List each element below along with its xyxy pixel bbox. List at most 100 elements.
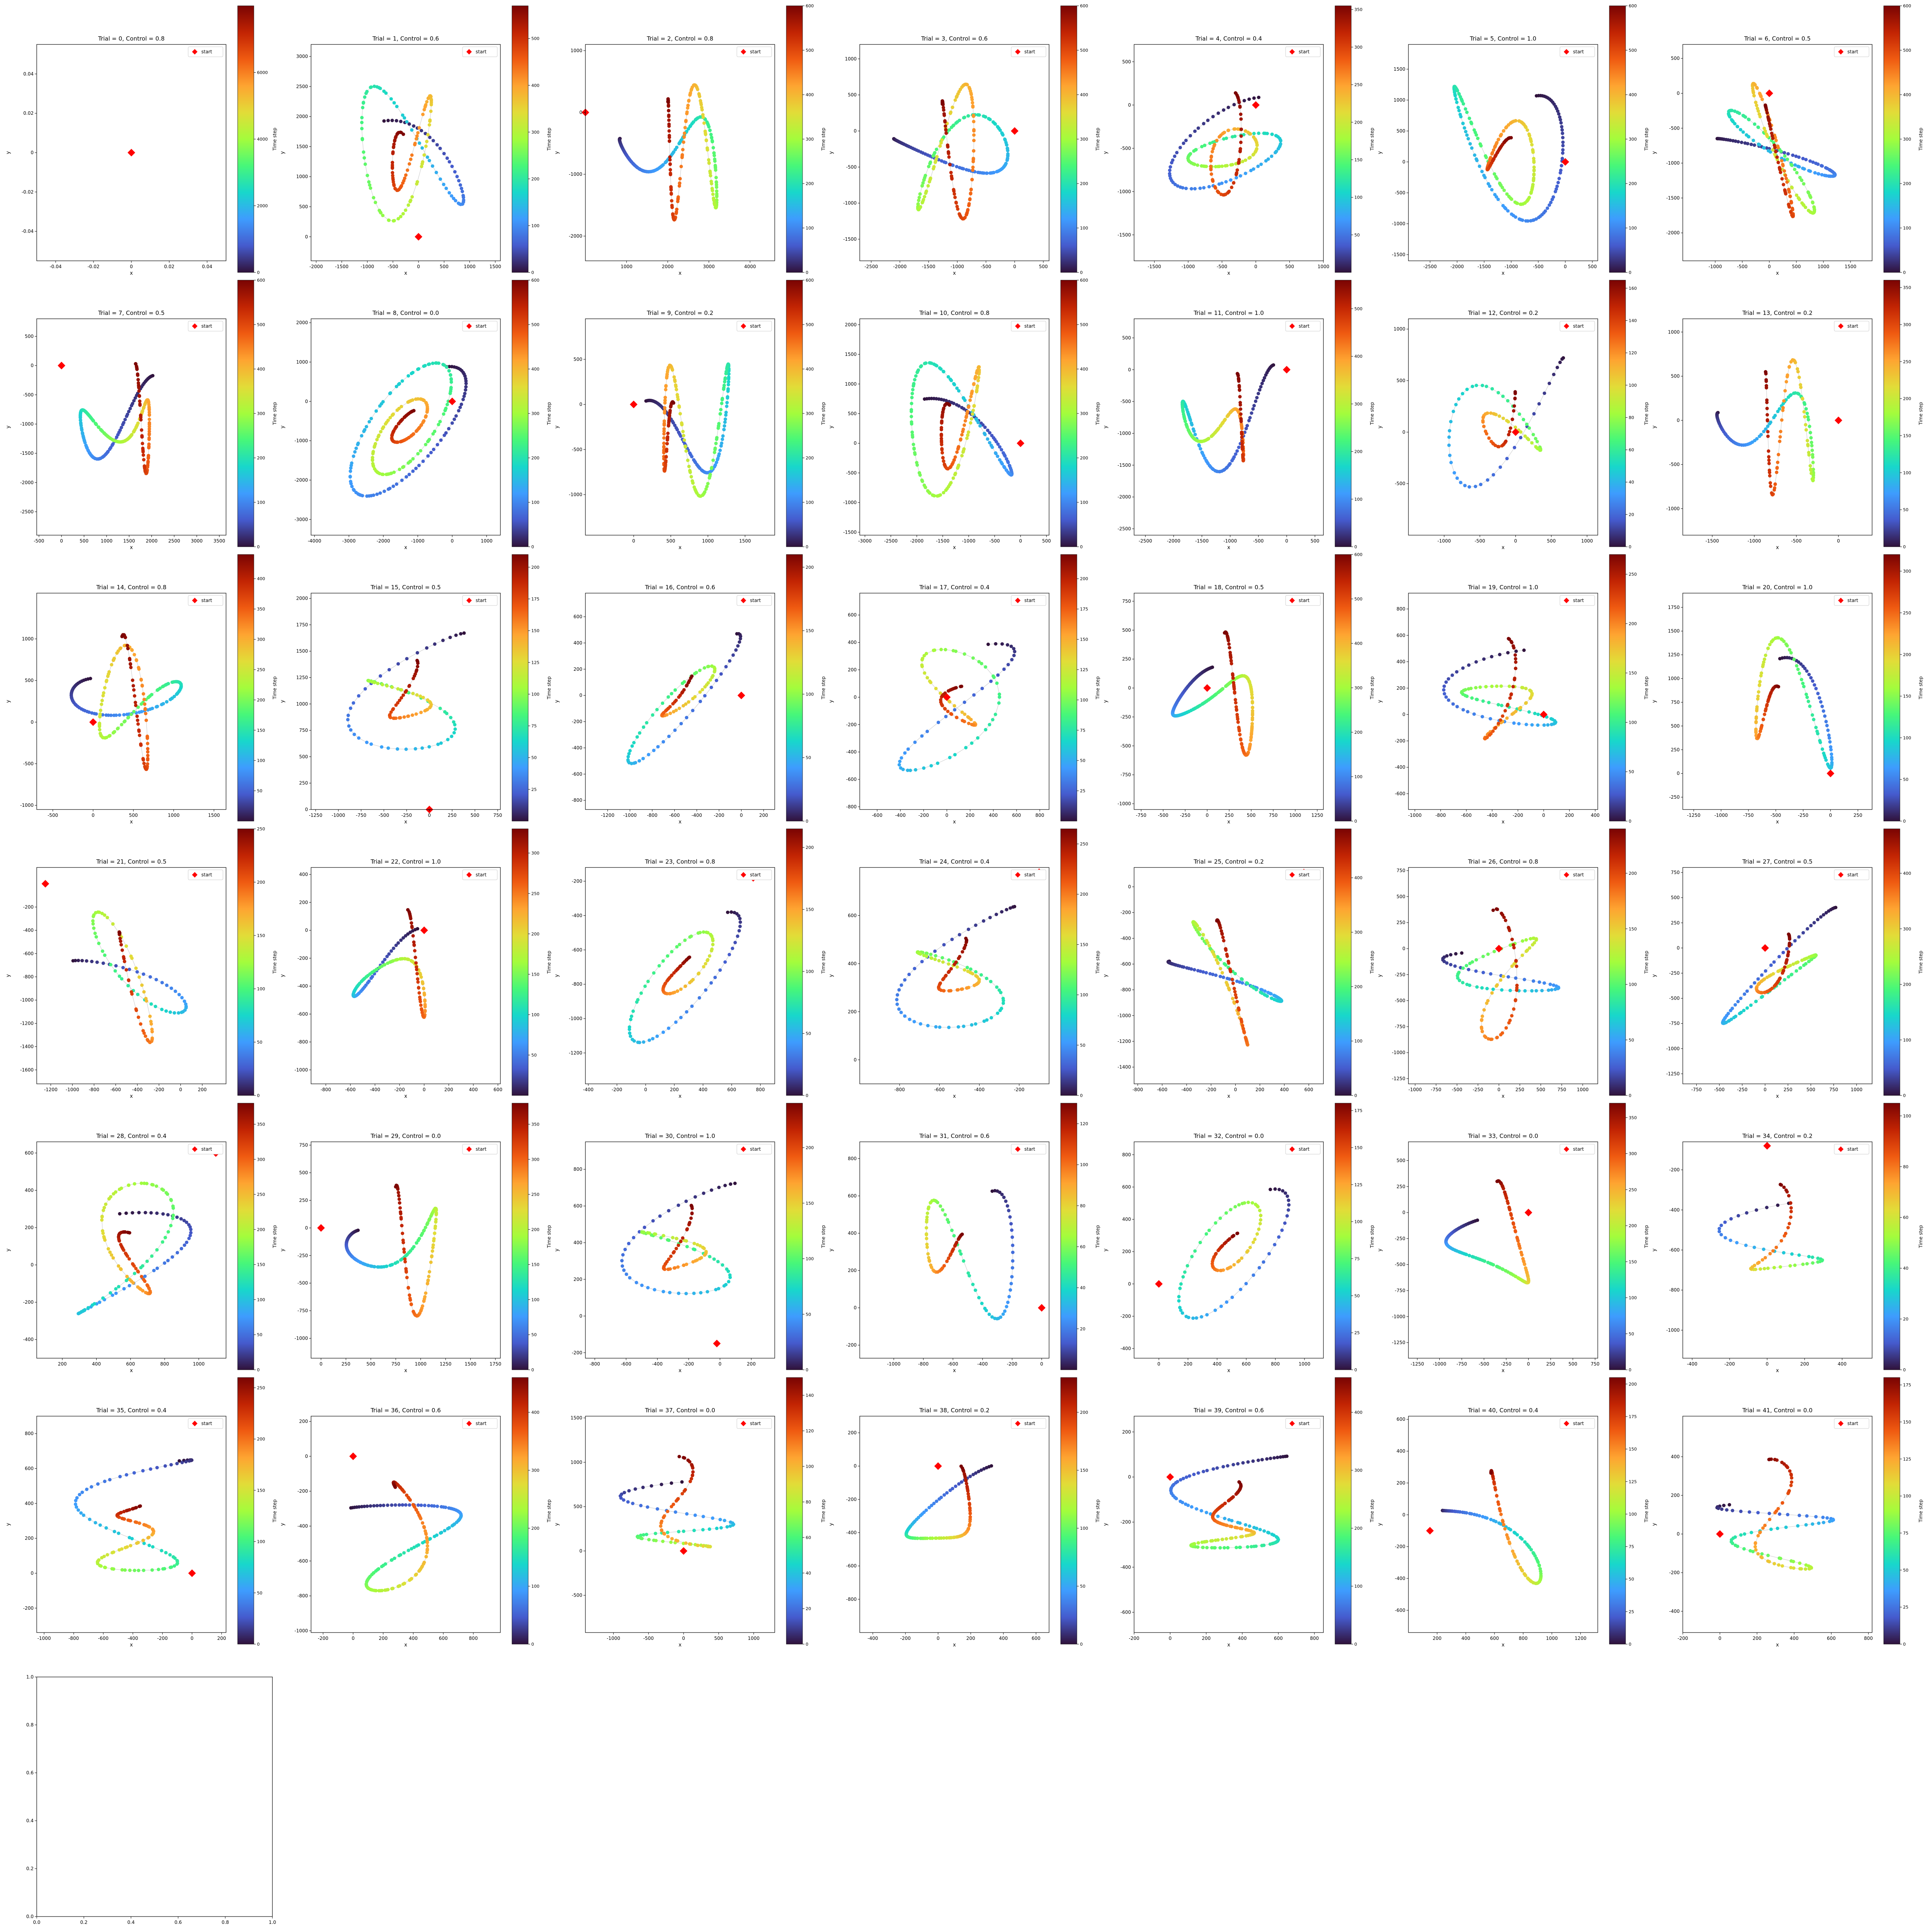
x-tick-label: -500 [1475,538,1485,544]
trajectory-point [715,195,719,199]
trajectory-point [961,396,965,400]
trajectory-point [1492,148,1495,152]
colorbar-label: Time step [546,402,552,425]
trajectory-point [961,719,964,723]
trajectory-point [363,687,367,691]
trajectory-point [970,741,974,745]
trajectory-point [1192,162,1196,166]
trajectory-point [427,439,430,443]
trajectory-point [155,704,159,708]
trajectory-point [1220,164,1224,168]
trajectory-point [913,451,917,455]
trajectory-point [411,692,415,696]
trajectory-point [1560,357,1564,361]
trajectory-point [1791,153,1795,157]
trajectory-point [1200,451,1204,454]
x-tick-label: 1500 [489,264,501,269]
trajectory-point [409,157,413,161]
trajectory-point [1184,138,1188,142]
axes-frame [36,318,226,536]
trajectory-point [938,366,942,370]
trajectory-point [923,671,927,675]
trajectory-line [1182,365,1274,472]
y-tick-label: 0 [305,399,308,404]
trajectory-point [450,735,454,738]
y-axis-label: y [554,700,560,703]
trajectory-point [1252,132,1256,135]
trajectory-point [942,463,946,466]
trajectory-point [1810,444,1814,447]
trajectory-point [706,122,710,126]
trajectory-point [1475,384,1478,387]
trajectory-point [968,398,972,402]
trajectory-point [372,84,376,88]
trajectory-point [1779,150,1783,153]
legend-label: start [476,598,486,603]
legend-marker [740,49,747,55]
x-tick-label: 500 [80,538,88,544]
trajectory-point [1801,397,1804,401]
trajectory-point [127,715,130,719]
trajectory-point [1500,185,1504,189]
trajectory-point [389,97,393,101]
colorbar-tick-label: 50 [531,755,537,760]
trajectory-point [388,391,392,395]
trajectory-point [374,201,378,204]
trajectory-point [976,113,980,117]
trajectory-point [137,383,141,387]
trajectory-point [971,168,975,172]
y-axis-label: y [828,151,834,154]
trajectory-point [1736,125,1740,129]
trajectory-point [1509,426,1512,430]
trajectory-point [963,423,966,427]
colorbar-tick-label: 0 [1080,270,1083,275]
trajectory-point [431,361,435,365]
trajectory-point [1530,441,1534,445]
x-tick-label: -500 [989,538,1000,544]
trajectory-point [155,688,159,692]
axes-frame [1408,318,1598,536]
trajectory-point [1793,163,1797,167]
trajectory-point [720,398,724,401]
trajectory-point [1755,104,1759,107]
trajectory-point [391,165,394,169]
trajectory-point [400,405,403,408]
x-tick-label: -1000 [951,264,964,269]
trajectory-point [687,127,690,131]
trajectory-point [1532,168,1536,172]
trajectory-point [953,753,957,757]
trajectory-point [991,120,995,124]
colorbar-tick-label: 100 [1903,470,1911,475]
trajectory-point [1229,178,1233,182]
colorbar-tick-label: 100 [1903,226,1911,231]
trajectory-point [349,728,353,732]
x-tick-label: 0 [130,264,133,269]
trajectory-point [435,443,439,447]
trajectory-point [662,441,666,445]
y-tick-label: -500 [846,164,857,170]
trajectory-point [438,706,442,710]
trajectory-point [671,212,675,216]
trajectory-point [1560,125,1564,129]
y-tick-label: 0 [1677,90,1680,96]
trajectory-line [1449,358,1564,487]
trajectory-point [1799,178,1803,182]
trajectory-point [390,119,394,122]
colorbar-tick-label: 400 [1903,92,1911,97]
trajectory-point [1802,182,1806,186]
trajectory-point [349,480,352,483]
trajectory-point [666,436,670,440]
legend-marker [466,49,472,55]
trajectory-point [126,647,130,650]
trajectory-point [1502,188,1506,192]
trajectory-point [1769,484,1772,488]
colorbar-tick-label: 600 [806,3,814,9]
colorbar-tick-label: 400 [1080,367,1088,372]
subplot-trial-5: Trial = 5, Control = 1.0-2500 -2000 -1500-… [1377,3,1649,276]
trajectory-point [667,695,670,699]
trajectory-point [162,702,165,706]
trajectory-point [419,711,423,714]
trajectory-point [707,161,711,165]
trajectory-point [1780,177,1784,181]
trajectory-point [428,135,432,139]
